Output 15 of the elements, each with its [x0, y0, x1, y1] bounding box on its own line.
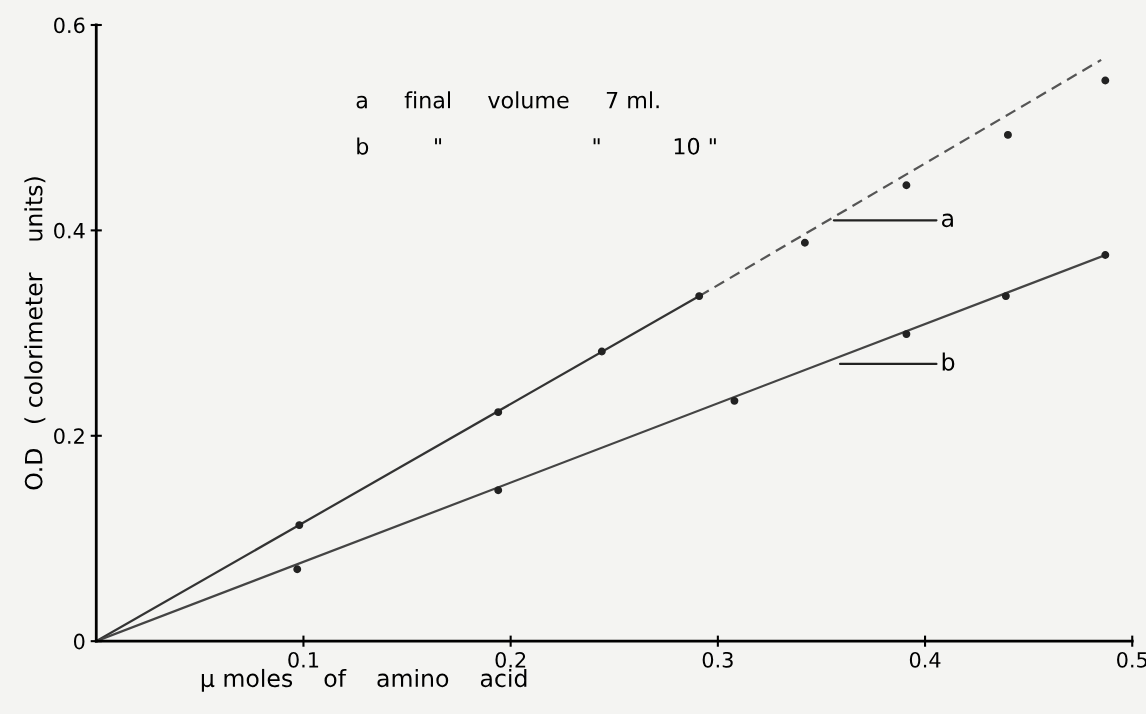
x-tick-label: 0.1 — [288, 651, 319, 668]
y-axis-title: O.D ( colorimeter units) — [24, 177, 46, 490]
y-tick-label: 0 — [73, 633, 85, 650]
annotation: a — [942, 213, 953, 228]
x-tick-label: 0.3 — [702, 651, 733, 668]
annotation: b — [942, 352, 955, 371]
x-axis-title: μ moles of amino acid — [201, 668, 527, 692]
y-tick-label: 0.4 — [54, 222, 85, 239]
y-tick-label: 0.2 — [54, 428, 84, 444]
x-tick-label: 0.2 — [495, 651, 526, 668]
y-tick-label: 0.6 — [54, 17, 85, 34]
x-tick-label: 0.4 — [909, 651, 941, 668]
annotation: a final volume 7 ml. — [356, 91, 659, 109]
x-tick-label: 0.5 — [1117, 651, 1146, 668]
annotation: b " " 10 " — [357, 137, 716, 155]
